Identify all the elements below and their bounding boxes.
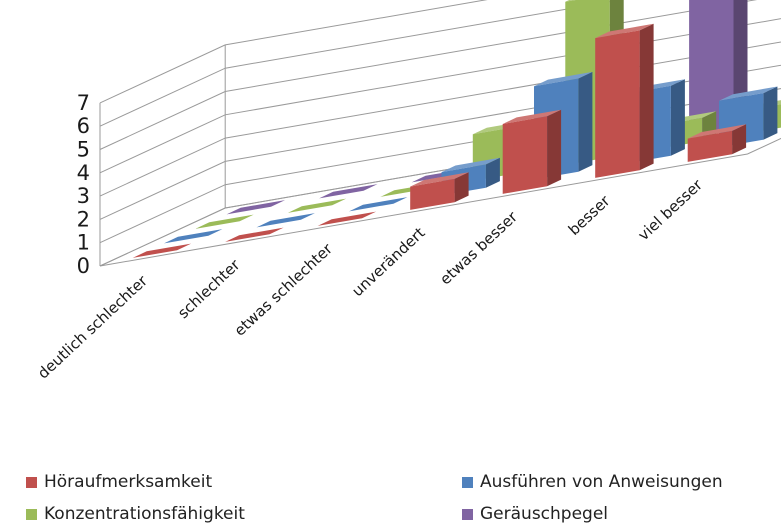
bar-base: [195, 214, 254, 229]
x-tick-label: deutlich schlechter: [34, 271, 151, 382]
bar-top: [595, 23, 654, 39]
bar: [287, 198, 347, 213]
legend-label: Geräuschpegel: [480, 504, 609, 524]
bar-base: [319, 184, 378, 199]
x-tick-label: viel besser: [634, 175, 706, 244]
bar-top: [502, 109, 562, 124]
bar: [132, 243, 192, 258]
bar: [349, 197, 408, 212]
x-tick-label: schlechter: [174, 255, 244, 322]
bar-side: [732, 124, 747, 155]
bar-base: [349, 197, 408, 212]
legend-swatch: [26, 508, 37, 520]
bar-base: [287, 198, 347, 213]
y-tick-label: 5: [77, 138, 90, 162]
bar-front: [687, 130, 733, 162]
bar-top: [534, 71, 593, 87]
legend-label: Ausführen von Anweisungen: [480, 472, 723, 492]
bar-top: [565, 0, 576, 2]
bar: [502, 109, 562, 194]
bar: [317, 211, 377, 226]
legend-item: Höraufmerksamkeit: [26, 472, 212, 492]
legend-swatch: [26, 476, 37, 488]
legend-label: Höraufmerksamkeit: [44, 472, 213, 492]
bar-base: [317, 211, 377, 226]
legend-item: Geräuschpegel: [462, 504, 608, 524]
bar: [226, 200, 285, 215]
bar: [595, 23, 654, 178]
legend: Höraufmerksamkeit Ausführen von Anweisun…: [0, 462, 781, 529]
bar: [319, 184, 378, 199]
bar-base: [132, 243, 192, 258]
x-tick-label: unverändert: [348, 224, 428, 301]
bar-base: [226, 200, 285, 215]
y-tick-label: 2: [77, 207, 90, 231]
bar-top: [441, 157, 500, 173]
bar-top: [410, 172, 469, 187]
legend-label: Konzentrationsfähigkeit: [44, 504, 245, 524]
y-tick-label: 6: [77, 114, 90, 138]
bar-base: [225, 227, 284, 242]
y-tick-label: 4: [77, 161, 90, 185]
bar-base: [256, 213, 315, 228]
bar-front: [595, 30, 640, 178]
x-tick-label: etwas besser: [436, 207, 521, 288]
legend-swatch: [462, 476, 473, 488]
chart-floor: [99, 111, 781, 267]
bar: [164, 229, 223, 244]
x-tick-label: besser: [565, 191, 614, 239]
bar-side: [485, 157, 500, 188]
bar-base: [164, 229, 223, 244]
bar: [256, 213, 315, 228]
bar: [225, 227, 284, 242]
floor-outline: [99, 111, 781, 267]
bar-top: [687, 124, 747, 139]
x-tick-label: etwas schlechter: [231, 239, 337, 339]
chart-walls: [99, 0, 781, 267]
bar-side: [763, 86, 778, 140]
legend-item: Konzentrationsfähigkeit: [26, 504, 245, 524]
bar-front: [502, 116, 548, 194]
bar-side: [547, 109, 562, 187]
bar-side: [639, 23, 654, 171]
y-tick-label: 1: [77, 231, 90, 255]
bar: [195, 214, 254, 229]
bar-side: [670, 79, 685, 156]
bar: [410, 172, 469, 210]
y-tick-label: 0: [77, 254, 90, 278]
y-tick-label: 7: [77, 91, 90, 115]
y-tick-label: 3: [77, 184, 90, 208]
bar-side: [454, 172, 469, 203]
bar: [687, 124, 747, 162]
bar-side: [578, 71, 593, 172]
legend-swatch: [462, 508, 473, 520]
legend-item: Ausführen von Anweisungen: [462, 472, 723, 492]
bar-top: [719, 86, 778, 101]
bar-front: [410, 178, 455, 210]
chart-bars: [132, 0, 781, 258]
